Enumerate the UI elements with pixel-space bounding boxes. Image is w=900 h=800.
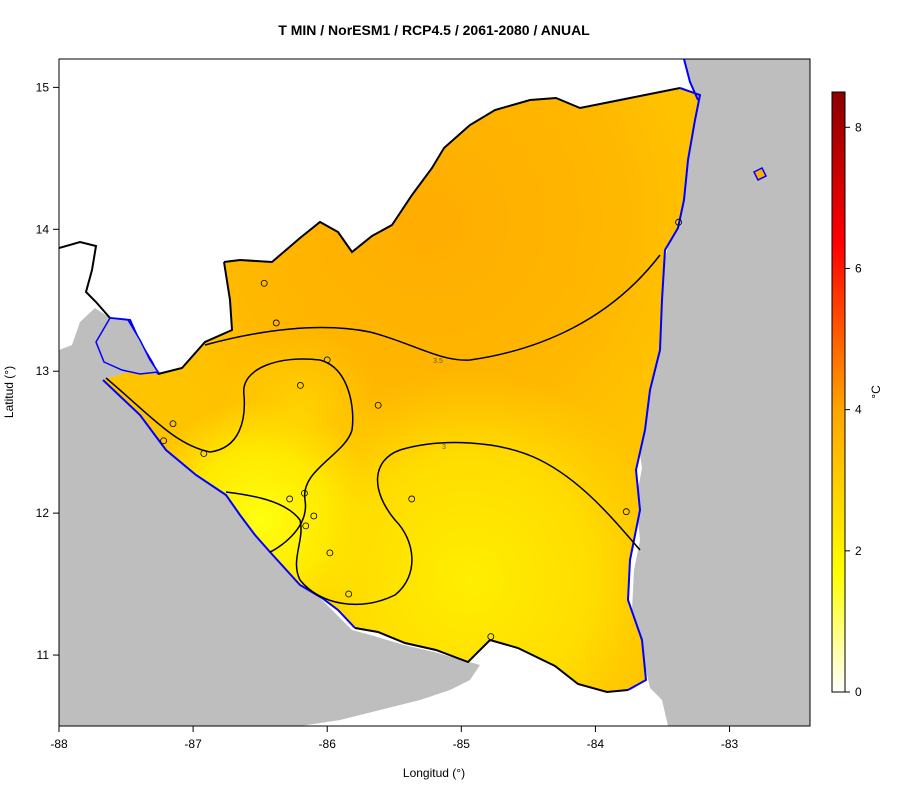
station-marker: [408, 495, 416, 503]
island-corn: [752, 166, 768, 182]
sea-mask: [59, 308, 480, 726]
station-marker: [200, 450, 208, 457]
plot-area: 3.5 3: [58, 58, 811, 727]
x-tick-label: -84: [587, 737, 605, 751]
y-tick-label: 12: [36, 506, 50, 520]
x-axis-title: Longitud (°): [403, 766, 465, 780]
station-marker: [260, 279, 268, 287]
x-axis: -88 -87 -86 -85 -84 -83: [50, 726, 739, 751]
caribbean-coastline: [626, 59, 702, 691]
colorbar-tick-label: 8: [855, 120, 862, 134]
station-marker: [345, 590, 353, 598]
y-tick-label: 15: [36, 80, 50, 94]
y-tick-label: 14: [36, 222, 50, 236]
colorbar-tick-label: 4: [855, 403, 862, 417]
contour-3-lower-loop: [225, 441, 641, 606]
country-border: [59, 87, 681, 375]
lake-managua: [95, 317, 160, 375]
station-marker: [302, 522, 310, 530]
station-marker: [296, 382, 304, 389]
station-marker: [675, 218, 682, 226]
x-tick-label: -85: [453, 737, 471, 751]
y-axis: 15 14 13 12 11: [36, 80, 59, 662]
station-marker: [272, 319, 280, 327]
x-tick-label: -86: [319, 737, 337, 751]
y-tick-label: 11: [37, 648, 50, 662]
station-marker: [487, 633, 495, 640]
y-axis-title: Latitud (°): [2, 366, 16, 418]
contour-label-3: 3: [442, 444, 446, 451]
station-marker: [374, 401, 382, 409]
station-marker: [323, 356, 331, 364]
station-marker: [301, 489, 308, 497]
x-tick-label: -83: [721, 737, 739, 751]
x-tick-label: -87: [184, 737, 202, 751]
station-marker: [160, 437, 168, 445]
colorbar-tick-label: 0: [855, 685, 862, 699]
colorbar-gradient: [831, 91, 846, 693]
station-marker: [622, 508, 630, 516]
plot-frame: [58, 58, 811, 727]
station-marker: [286, 495, 294, 503]
station-markers: [160, 218, 682, 640]
station-marker: [169, 420, 177, 428]
station-marker: [310, 512, 318, 520]
chart-title: T MIN / NorESM1 / RCP4.5 / 2061-2080 / A…: [278, 22, 590, 38]
station-marker: [326, 549, 334, 557]
y-tick-label: 13: [36, 364, 50, 378]
southern-border: [354, 627, 629, 694]
colorbar-tick-label: 6: [855, 261, 862, 275]
contour-3.5: [204, 254, 661, 361]
colorbar-ticks: 8 6 4 2 0: [845, 120, 862, 699]
colorbar-unit-label: °C: [869, 385, 883, 399]
contour-label-3.5: 3.5: [433, 358, 443, 365]
x-tick-label: -88: [50, 737, 68, 751]
colorbar: 8 6 4 2 0 °C: [831, 91, 883, 699]
colorbar-tick-label: 2: [855, 544, 862, 558]
